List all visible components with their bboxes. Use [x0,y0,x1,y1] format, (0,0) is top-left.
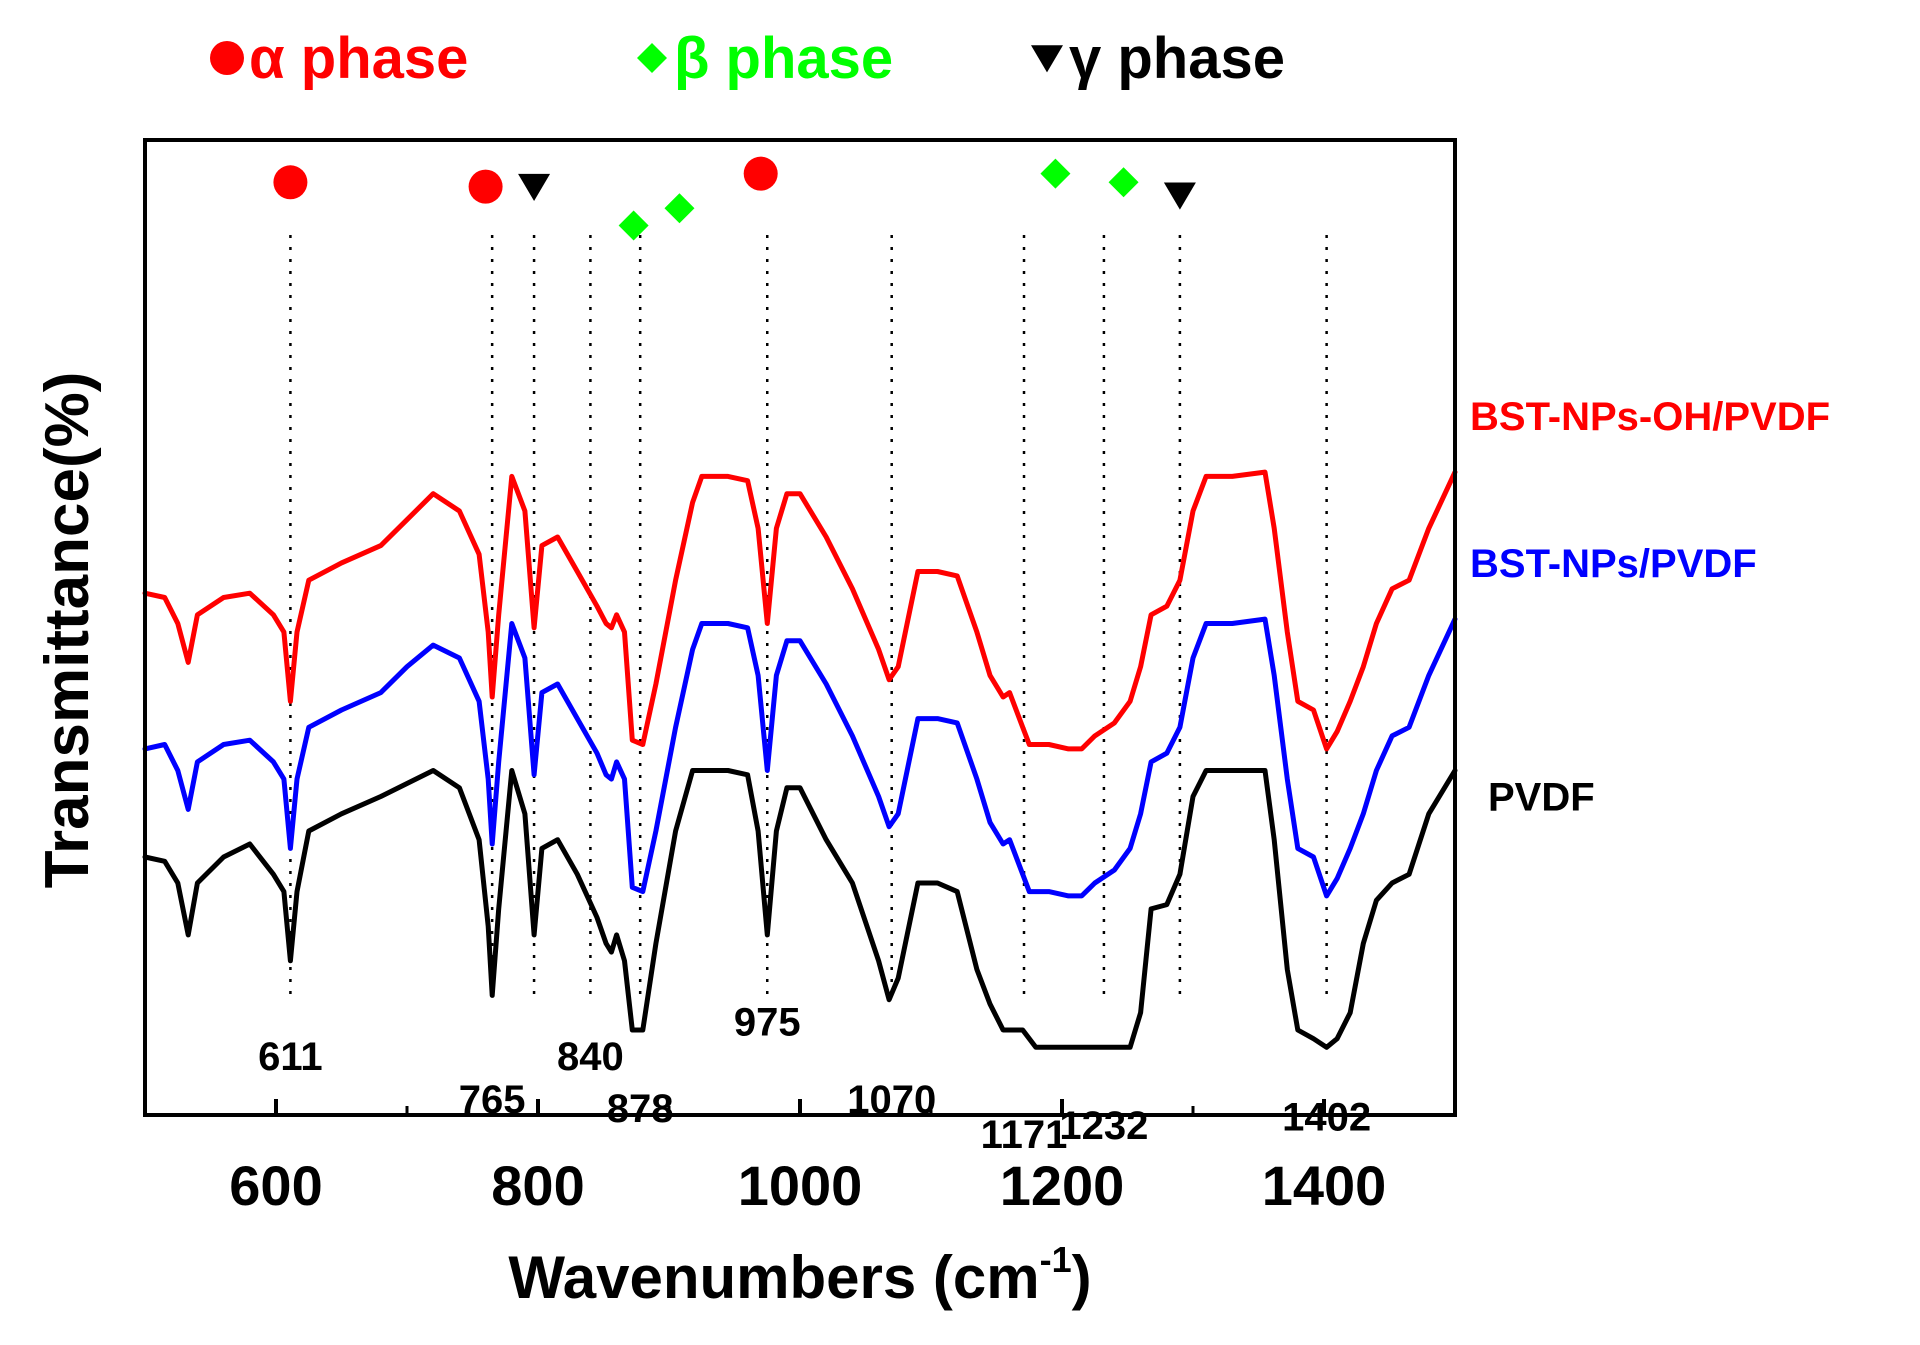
alpha-marker-6 [743,156,778,191]
x-tick-label-1400: 1400 [1262,1154,1387,1217]
peak-label-975: 975 [734,1000,801,1044]
alpha-marker-2 [468,169,503,204]
legend-triangle-down-icon [1031,45,1063,73]
legend-circle-icon [210,41,244,75]
plot-frame [143,138,1457,1117]
gamma-marker-9 [1163,182,1196,210]
beta-marker-5 [664,193,695,224]
peak-label-1402: 1402 [1282,1096,1371,1140]
alpha-marker-1 [273,165,308,200]
series-line-3 [142,768,1458,1050]
peak-label-611: 611 [258,1035,323,1079]
legend-diamond-icon [637,43,667,73]
x-tick-label-1200: 1200 [1000,1154,1125,1217]
series-line-2 [142,616,1458,899]
x-tick-label-800: 800 [491,1154,584,1217]
legend-text-2: phase [709,26,893,91]
legend-greek-1: α [249,26,285,91]
series-label-2: BST-NPs/PVDF [1470,542,1757,586]
legend-entry-2: β phase [674,26,893,91]
legend: α phase β phase γ phase [210,26,1285,91]
phase-markers [273,156,1196,241]
series-label-1: BST-NPs-OH/PVDF [1470,395,1830,439]
peak-label-878: 878 [607,1087,674,1131]
x-axis-title-close: ) [1072,1244,1092,1311]
y-axis-title: Transmittance(%) [33,372,102,889]
peak-label-1232: 1232 [1059,1104,1148,1148]
x-tick-label-600: 600 [229,1154,322,1217]
beta-marker-4 [618,210,649,241]
legend-entry-1: α phase [249,26,468,91]
beta-marker-8 [1108,167,1139,198]
x-axis-title-superscript: -1 [1040,1239,1072,1280]
x-axis-title-text: Wavenumbers (cm [508,1244,1039,1311]
series-lines: BST-NPs-OH/PVDF BST-NPs/PVDF PVDF [142,395,1830,1050]
peak-label-840: 840 [557,1035,624,1079]
legend-text-3: phase [1101,26,1285,91]
legend-greek-3: γ [1069,26,1102,91]
series-line-1 [142,469,1458,752]
reference-lines [289,235,1328,1000]
legend-entry-3: γ phase [1069,26,1285,91]
x-axis-title: Wavenumbers (cm-1) [508,1239,1091,1311]
legend-greek-2: β [674,26,709,91]
beta-marker-7 [1040,158,1071,189]
x-tick-label-1000: 1000 [738,1154,863,1217]
legend-text-1: phase [285,26,469,91]
series-label-3: PVDF [1488,775,1595,819]
gamma-marker-3 [518,173,551,202]
x-axis: 600 800 1000 1200 1400 [143,1099,1457,1217]
peak-label-1171: 1171 [981,1113,1068,1157]
